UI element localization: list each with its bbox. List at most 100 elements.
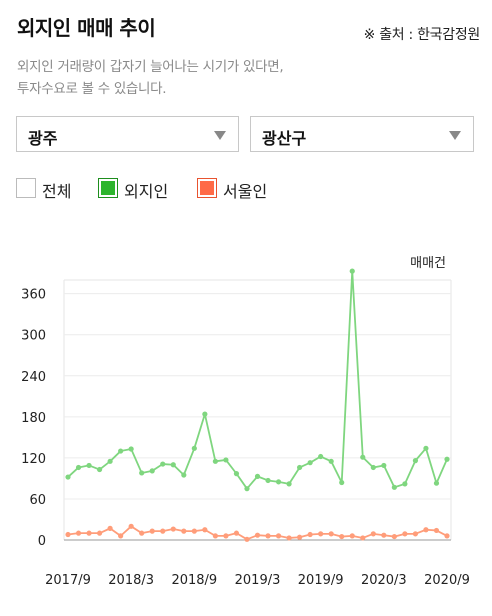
data-point (349, 268, 355, 274)
data-point (318, 531, 324, 537)
y-tick-label: 120 (21, 452, 46, 467)
data-point (181, 528, 187, 534)
data-point (223, 533, 229, 539)
y-tick-label: 60 (29, 493, 46, 508)
data-point (191, 528, 197, 534)
x-tick-label: 2019/3 (235, 573, 281, 588)
data-point (370, 531, 376, 537)
page-title: 외지인 매매 추이 (17, 16, 156, 40)
data-point (349, 533, 355, 539)
data-point (191, 445, 197, 451)
data-point (244, 486, 250, 492)
district-select[interactable]: 광산구 (250, 116, 474, 152)
data-point (170, 526, 176, 532)
description-line-2: 투자수요로 볼 수 있습니다. (17, 81, 167, 97)
series-line (67, 270, 448, 490)
y-tick-label: 240 (21, 370, 46, 385)
data-point (265, 533, 271, 539)
description: 외지인 거래량이 갑자기 늘어나는 시기가 있다면, 투자수요로 볼 수 있습니… (17, 56, 457, 100)
data-point (444, 533, 450, 539)
data-point (275, 533, 282, 539)
data-point (170, 462, 176, 468)
x-tick-label: 2017/9 (45, 573, 91, 588)
data-point (160, 528, 166, 534)
data-source: ※ 출처 : 한국감정원 (363, 27, 481, 43)
data-point (307, 460, 313, 466)
data-point (202, 411, 208, 417)
data-point (96, 530, 103, 536)
description-line-1: 외지인 거래량이 갑자기 늘어나는 시기가 있다면, (17, 59, 284, 75)
data-point (139, 530, 145, 536)
data-point (107, 458, 113, 464)
data-point (423, 445, 429, 451)
y-tick-label: 360 (21, 288, 46, 303)
data-point (433, 527, 440, 534)
data-point (360, 454, 366, 460)
data-point (381, 532, 387, 538)
chart-svg: 0 60 120 180 240 300 360 매매건 2017/9 2018/3 2018/9 2… (21, 256, 470, 588)
legend-label-outsider: 외지인 (124, 182, 169, 201)
data-point (328, 458, 334, 464)
data-point (391, 533, 397, 540)
data-point (275, 479, 282, 485)
data-point (75, 464, 82, 471)
data-point (223, 457, 229, 463)
data-point (149, 528, 155, 534)
data-point (339, 479, 345, 486)
data-point (297, 464, 303, 471)
data-point (433, 480, 440, 486)
checkbox-icon (197, 178, 217, 198)
data-point (381, 462, 387, 469)
data-point (65, 474, 71, 480)
data-point (233, 530, 240, 536)
chevron-down-icon (214, 131, 226, 140)
data-point (139, 470, 145, 476)
data-point (181, 472, 187, 478)
data-point (254, 473, 261, 479)
data-point (128, 523, 134, 529)
x-tick-label: 2018/9 (171, 573, 217, 588)
data-point (254, 532, 261, 538)
data-point (128, 446, 134, 452)
data-point (212, 533, 218, 539)
y-tick-label: 0 (38, 534, 46, 549)
data-point (107, 525, 113, 531)
y-tick-label: 180 (21, 411, 46, 426)
data-point (412, 458, 419, 464)
data-point (370, 464, 376, 471)
x-tick-label: 2020/9 (424, 573, 470, 588)
data-point (318, 453, 324, 460)
data-point (328, 531, 334, 537)
checkbox-icon (98, 178, 118, 198)
y-axis-label: 매매건 (410, 256, 446, 271)
data-point (96, 466, 103, 473)
data-point (202, 527, 208, 533)
data-point (233, 471, 240, 477)
x-tick-label: 2019/9 (298, 573, 344, 588)
data-point (402, 481, 408, 487)
data-point (118, 448, 124, 454)
city-select[interactable]: 광주 (16, 116, 239, 152)
data-point (149, 468, 155, 474)
data-point (244, 536, 250, 542)
data-point (391, 484, 397, 490)
chevron-down-icon (449, 131, 461, 140)
data-point (307, 531, 313, 538)
data-point (286, 481, 292, 487)
data-point (339, 533, 345, 540)
data-point (423, 527, 429, 533)
x-tick-label: 2020/3 (361, 573, 407, 588)
line-chart: 0 60 120 180 240 300 360 매매건 2017/9 2018/3 2018/9 2… (0, 240, 492, 612)
data-point (86, 462, 92, 469)
y-tick-label: 300 (21, 329, 46, 344)
data-point (65, 531, 71, 538)
data-point (118, 533, 124, 539)
legend-label-total: 전체 (42, 182, 72, 201)
data-point (297, 534, 303, 540)
data-point (444, 456, 450, 462)
x-tick-label: 2018/3 (108, 573, 154, 588)
data-point (75, 530, 82, 536)
data-point (360, 535, 366, 541)
data-point (212, 458, 218, 464)
data-point (286, 535, 292, 541)
